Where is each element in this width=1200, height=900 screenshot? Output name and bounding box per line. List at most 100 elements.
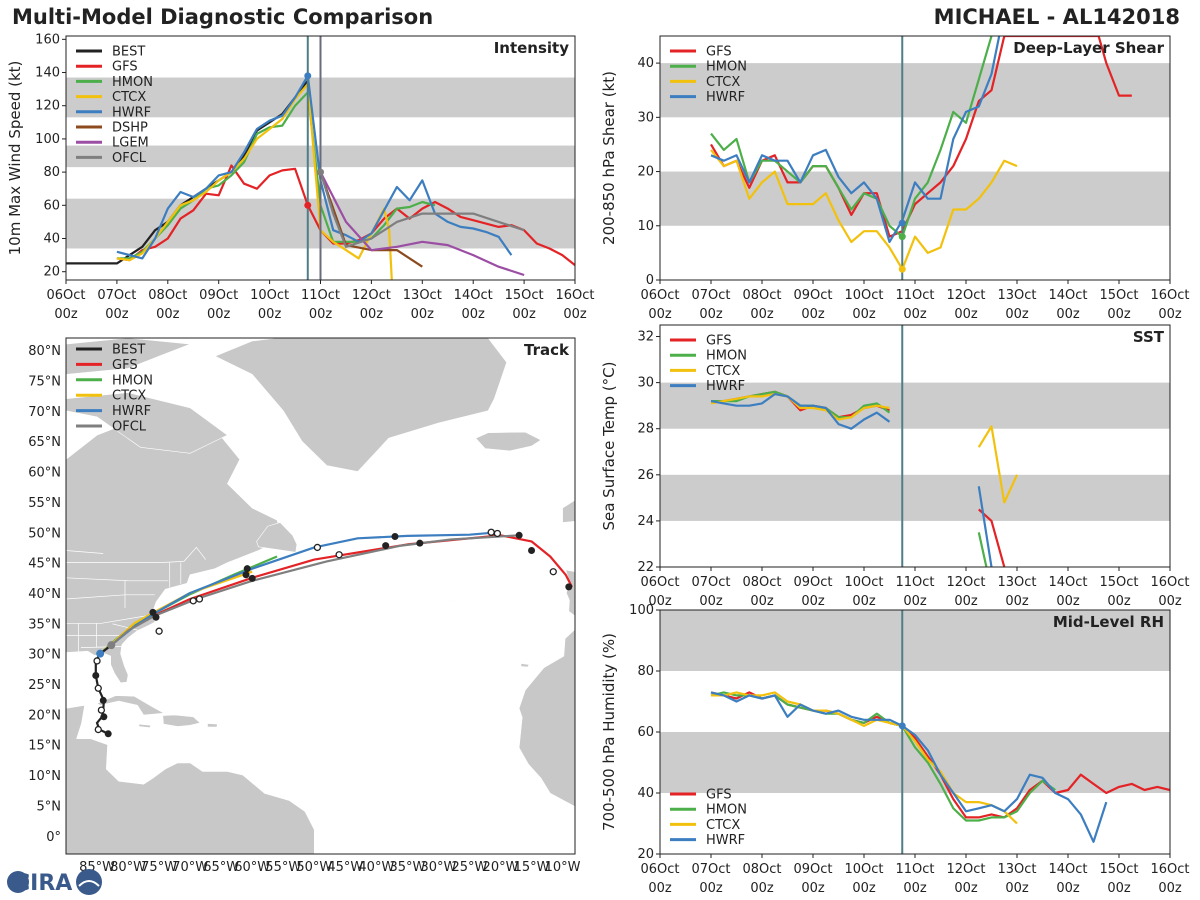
lat-tick-label: 25°N — [28, 678, 61, 693]
x-tick-label-hour: 00z — [258, 307, 282, 322]
sst-panel: 22 24 26 28 30 32 06Oct 00z 07Oct 00z 08Oct 00z 09Oc… — [600, 324, 1190, 609]
x-tick-label-hour: 00z — [852, 594, 876, 609]
lon-tick-label: 25°W — [452, 860, 488, 875]
x-tick-label-hour: 00z — [699, 594, 723, 609]
track-point-filled — [528, 546, 536, 554]
legend-label-hwrf: HWRF — [706, 833, 745, 848]
marker-hwrf — [304, 72, 312, 80]
lon-tick-label: 30°W — [420, 860, 456, 875]
cira-logo: CIRA — [7, 869, 102, 896]
x-tick-label-date: 16Oct — [555, 288, 594, 303]
legend-label-ofcl: OFCL — [112, 420, 147, 435]
legend-label-best: BEST — [112, 343, 145, 358]
panel-title: Mid-Level RH — [1053, 613, 1164, 631]
lon-tick-label: 55°W — [265, 860, 301, 875]
legend-label-hmon: HMON — [706, 349, 747, 364]
x-tick-label-hour: 00z — [1158, 881, 1182, 896]
x-tick-label-hour: 00z — [411, 307, 435, 322]
x-tick-label-date: 10Oct — [844, 862, 883, 877]
x-tick-label-hour: 00z — [1107, 881, 1131, 896]
track-point-filled — [92, 672, 100, 680]
lat-tick-label: 50°N — [28, 526, 61, 541]
x-tick-label-hour: 00z — [648, 307, 672, 322]
x-tick-label-date: 09Oct — [793, 575, 832, 590]
map-frame — [65, 337, 576, 855]
track-point-filled — [565, 583, 573, 591]
y-tick-label: 20 — [637, 165, 654, 180]
x-tick-label-date: 15Oct — [1099, 862, 1138, 877]
x-tick-label-date: 16Oct — [1150, 288, 1189, 303]
intensity-panel: 20 40 60 80 100 120 140 160 06Oct 00z 07Oct 00z 08Oc… — [6, 32, 595, 322]
x-tick-label-hour: 00z — [801, 594, 825, 609]
legend-label-hmon: HMON — [706, 60, 747, 75]
y-axis-label: 10m Max Wind Speed (kt) — [6, 61, 24, 256]
iceland-landmass — [475, 431, 542, 452]
track-ofcl-marker — [107, 641, 116, 650]
track-point-open — [195, 595, 204, 603]
x-tick-label-hour: 00z — [852, 307, 876, 322]
figure-title: Multi-Model Diagnostic Comparison — [12, 5, 433, 29]
x-tick-label-hour: 00z — [954, 307, 978, 322]
lon-tick-label: 70°W — [172, 860, 208, 875]
canary-islands-landmass — [520, 663, 530, 668]
state-border — [66, 613, 157, 624]
x-tick-label-hour: 00z — [1107, 594, 1131, 609]
x-tick-label-hour: 00z — [750, 307, 774, 322]
legend-label-gfs: GFS — [706, 788, 732, 803]
legend-label-gfs: GFS — [706, 334, 732, 349]
y-axis-label: 200-850 hPa Shear (kt) — [600, 71, 618, 245]
x-tick-label-hour: 00z — [1056, 594, 1080, 609]
track-point-open — [155, 627, 163, 635]
track-point-open — [94, 725, 102, 734]
marker-hmon — [898, 233, 906, 241]
track-point-filled — [382, 542, 390, 550]
legend-label-hwrf: HWRF — [112, 404, 151, 419]
y-axis-label: Sea Surface Temp (°C) — [600, 361, 618, 530]
track-point-open — [335, 551, 343, 559]
track-point-filled — [242, 571, 250, 579]
lon-tick-label: 10°W — [545, 860, 581, 875]
x-tick-label-hour: 00z — [954, 594, 978, 609]
x-tick-label-date: 07Oct — [97, 288, 136, 303]
x-tick-label-hour: 00z — [903, 881, 927, 896]
state-border — [66, 550, 104, 554]
x-tick-label-hour: 00z — [852, 881, 876, 896]
x-tick-label-date: 11Oct — [895, 288, 934, 303]
x-tick-label-hour: 00z — [563, 307, 587, 322]
x-tick-label-date: 16Oct — [1150, 862, 1189, 877]
ireland-landmass — [562, 499, 575, 523]
y-tick-label: 60 — [637, 725, 654, 740]
track-panel: 80°N 75°N 70°N 65°N 60°N 55°N 50°N 45°N 40°N 35°N… — [28, 337, 581, 875]
y-tick-label: 100 — [35, 132, 60, 147]
x-tick-label-date: 09Oct — [793, 862, 832, 877]
series-line-hwrf — [710, 691, 1108, 843]
marker-hwrf — [898, 722, 906, 730]
lat-tick-label: 40°N — [28, 587, 61, 602]
x-tick-label-hour: 00z — [954, 881, 978, 896]
x-tick-label-date: 14Oct — [454, 288, 493, 303]
track-point-open — [313, 543, 322, 552]
legend-label-gfs: GFS — [112, 358, 138, 373]
x-tick-label-hour: 00z — [360, 307, 384, 322]
x-tick-label-date: 11Oct — [895, 575, 934, 590]
track-point-open — [549, 568, 557, 576]
x-tick-label-date: 09Oct — [793, 288, 832, 303]
x-tick-label-date: 13Oct — [997, 288, 1036, 303]
track-point-open — [94, 684, 102, 692]
shaded-band — [660, 610, 1170, 671]
track-point-filled — [100, 713, 108, 721]
x-tick-label-date: 07Oct — [691, 575, 730, 590]
legend-label-lgem: LGEM — [112, 136, 149, 151]
state-border — [80, 646, 129, 648]
shaded-band — [660, 474, 1170, 521]
baffin-island-landmass — [66, 392, 228, 454]
x-tick-label-date: 06Oct — [640, 575, 679, 590]
x-tick-label-date: 15Oct — [1099, 288, 1138, 303]
y-tick-label: 22 — [637, 560, 654, 575]
x-tick-label-hour: 00z — [1005, 881, 1029, 896]
panel-title: Track — [524, 341, 570, 359]
x-tick-label-hour: 00z — [750, 594, 774, 609]
track-point-filled — [391, 533, 399, 541]
lat-tick-label: 80°N — [28, 344, 61, 359]
shear-panel: 0 10 20 30 40 06Oct 00z 07Oct 00z 08Oct 00z 09Oct 00… — [600, 35, 1190, 322]
